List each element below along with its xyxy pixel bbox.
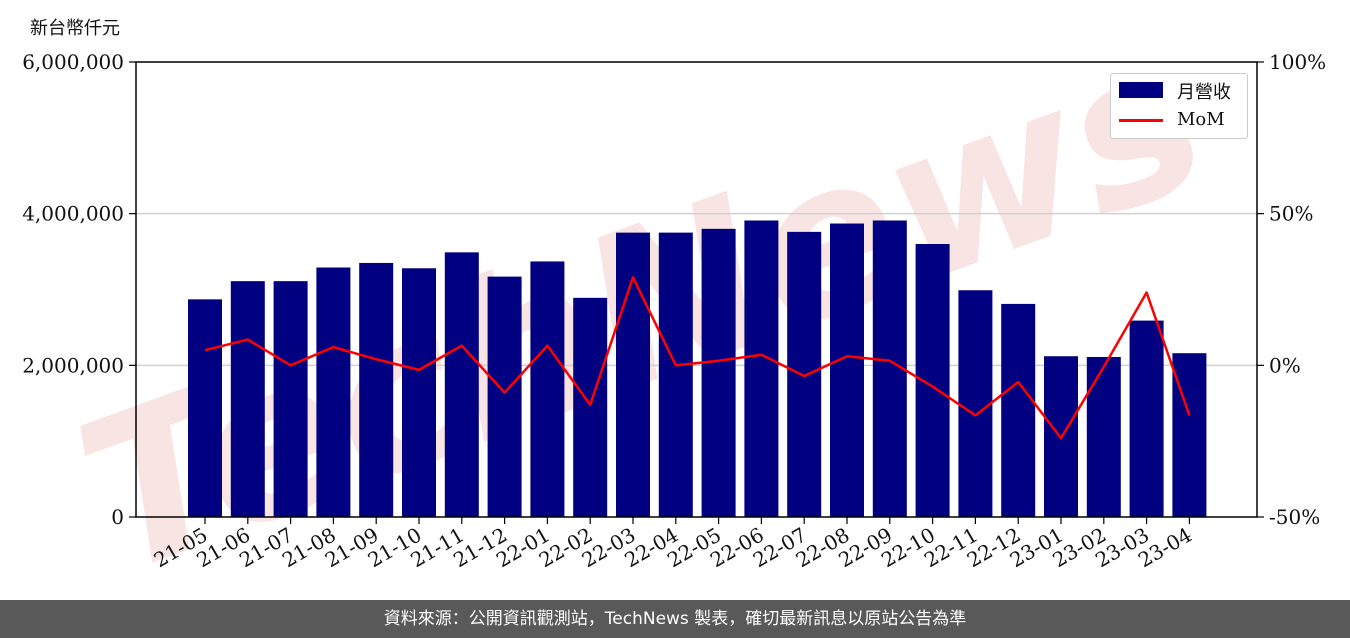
revenue-bar (230, 281, 265, 517)
legend: 月營收 MoM (1110, 73, 1248, 139)
y-left-tick-label: 4,000,000 (22, 202, 124, 226)
line-series (204, 276, 1191, 440)
revenue-bar (273, 281, 308, 517)
revenue-bar (487, 276, 522, 517)
y-left-tick-label: 0 (111, 505, 124, 529)
revenue-bar (316, 267, 351, 517)
source-footer: 資料來源：公開資訊觀測站，TechNews 製表，確切最新訊息以原站公告為準 (0, 600, 1350, 638)
legend-line-swatch (1119, 119, 1163, 122)
legend-item-mom: MoM (1111, 107, 1247, 135)
legend-bar-swatch (1119, 82, 1163, 98)
legend-label-mom: MoM (1177, 109, 1225, 130)
y-right-tick-label: 100% (1269, 50, 1326, 74)
y-right-tick-label: 50% (1269, 202, 1313, 226)
legend-label-revenue: 月營收 (1177, 82, 1231, 103)
revenue-bar (830, 223, 864, 517)
revenue-bar (744, 220, 779, 517)
y-left-tick-label: 6,000,000 (22, 50, 124, 74)
revenue-bar (402, 268, 436, 517)
y-right-tick-label: 0% (1269, 353, 1301, 377)
revenue-bar (188, 299, 222, 517)
y-left-tick-label: 2,000,000 (22, 353, 124, 377)
revenue-bar (958, 290, 993, 517)
revenue-bar (658, 232, 693, 517)
revenue-bar (444, 252, 479, 517)
revenue-bar (530, 261, 565, 517)
revenue-bar (787, 231, 822, 517)
plot-frame (135, 61, 1258, 518)
revenue-bar (573, 297, 608, 517)
revenue-bar (701, 228, 736, 518)
combo-chart: TechNews 02,000,0004,000,0006,000,000-50… (22, 0, 1326, 600)
revenue-bar (1086, 356, 1121, 517)
revenue-bar (1129, 320, 1164, 517)
y-right-tick-label: -50% (1269, 505, 1320, 529)
unit-label: 新台幣仟元 (30, 18, 120, 39)
mom-line (204, 276, 1191, 440)
revenue-bar (1001, 303, 1036, 517)
revenue-bar (359, 262, 394, 517)
revenue-bar (616, 232, 650, 517)
legend-item-revenue: 月營收 (1111, 76, 1247, 104)
